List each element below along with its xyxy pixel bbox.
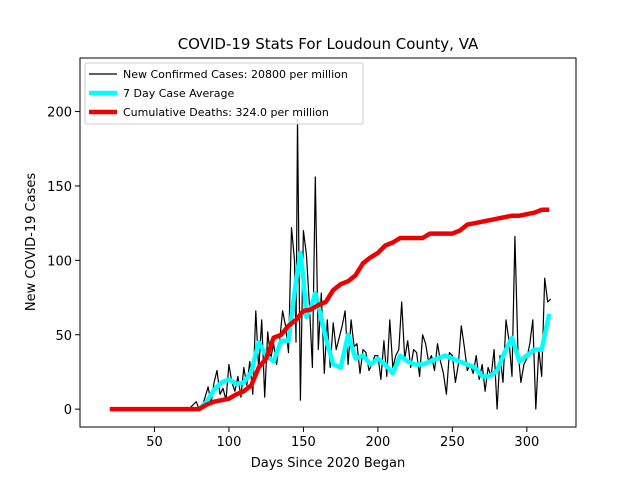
legend: New Confirmed Cases: 20800 per million 7… (84, 62, 364, 125)
x-tick-label: 300 (514, 435, 539, 450)
series-cumulative-deaths (109, 207, 550, 412)
plot-frame (79, 57, 577, 428)
legend-label-new-cases: New Confirmed Cases: 20800 per million (123, 68, 348, 81)
y-tick-label: 50 (55, 329, 72, 344)
x-tick-label: 150 (291, 435, 316, 450)
y-tick-label: 200 (47, 106, 72, 121)
chart-title: COVID-19 Stats For Loudoun County, VA (178, 35, 479, 53)
y-tick-label: 100 (47, 254, 72, 269)
x-tick-label: 250 (440, 435, 465, 450)
series-7-day-average (197, 250, 552, 411)
x-tick-label: 50 (146, 435, 163, 450)
plot-lines (109, 118, 552, 412)
x-axis-label: Days Since 2020 Began (251, 456, 406, 471)
legend-label-7-day-average: 7 Day Case Average (123, 87, 235, 100)
y-axis: 0 50 100 150 200 (47, 106, 80, 418)
y-axis-label: New COVID-19 Cases (24, 173, 39, 311)
x-tick-label: 200 (365, 435, 390, 450)
y-tick-label: 0 (64, 403, 72, 418)
x-axis: 50 100 150 200 250 300 (146, 427, 539, 450)
x-tick-label: 100 (217, 435, 242, 450)
y-tick-label: 150 (47, 180, 72, 195)
legend-box (84, 62, 364, 125)
series-new-confirmed-cases (109, 118, 552, 410)
legend-label-cumulative-deaths: Cumulative Deaths: 324.0 per million (123, 106, 329, 119)
